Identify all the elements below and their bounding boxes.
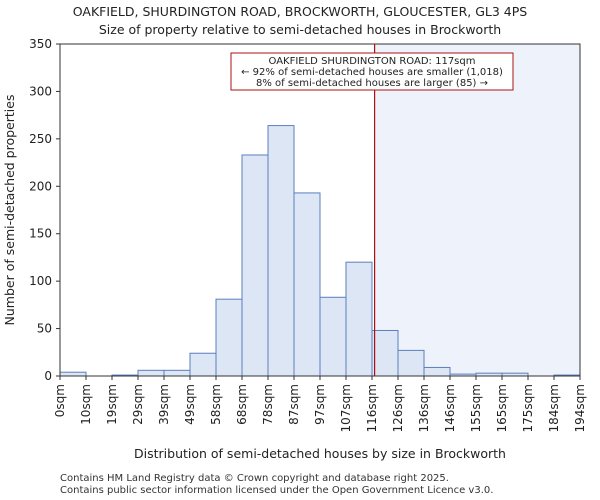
x-tick-label-97sqm: 97sqm	[313, 384, 327, 425]
bar-49sqm	[189, 352, 217, 377]
bar-107sqm	[345, 261, 373, 377]
y-tick-label-200: 200	[29, 179, 52, 193]
x-tick-label-68sqm: 68sqm	[235, 384, 249, 425]
bar-29sqm	[137, 369, 165, 377]
x-tick-label-10sqm: 10sqm	[79, 384, 93, 425]
y-tick-label-300: 300	[29, 84, 52, 98]
chart-subtitle: Size of property relative to semi-detach…	[98, 22, 502, 37]
bar-39sqm	[163, 369, 191, 377]
bar-0sqm	[59, 371, 87, 377]
bar-116sqm	[371, 329, 399, 377]
x-axis-label: Distribution of semi-detached houses by …	[134, 446, 506, 461]
x-tick-label-165sqm: 165sqm	[495, 384, 509, 432]
bar-97sqm	[319, 296, 347, 377]
y-tick-label-250: 250	[29, 132, 52, 146]
x-tick-label-29sqm: 29sqm	[131, 384, 145, 425]
annotation-line-3: 8% of semi-detached houses are larger (8…	[256, 78, 488, 89]
x-tick-label-136sqm: 136sqm	[417, 384, 431, 432]
annotation-line-2: ← 92% of semi-detached houses are smalle…	[241, 67, 503, 78]
x-tick-label-39sqm: 39sqm	[157, 384, 171, 425]
x-tick-label-194sqm: 194sqm	[573, 384, 587, 432]
histogram-chart: 0 50 100 150 200 250 300 350 0sqm 10sqm 19sqm 29sqm…	[2, 37, 587, 461]
x-tick-label-146sqm: 146sqm	[443, 384, 457, 432]
footer-licence: Contains public sector information licen…	[60, 485, 494, 496]
x-tick-label-49sqm: 49sqm	[183, 384, 197, 425]
x-tick-label-58sqm: 58sqm	[209, 384, 223, 425]
y-tick-label-350: 350	[29, 37, 52, 51]
chart-title: OAKFIELD, SHURDINGTON ROAD, BROCKWORTH, …	[72, 4, 528, 19]
y-tick-label-150: 150	[29, 227, 52, 241]
x-tick-label-19sqm: 19sqm	[105, 384, 119, 425]
bar-87sqm	[293, 192, 321, 377]
bar-78sqm	[267, 125, 295, 377]
y-tick-label-50: 50	[37, 322, 52, 336]
bar-58sqm	[215, 298, 243, 377]
annotation-line-1: OAKFIELD SHURDINGTON ROAD: 117sqm	[269, 56, 476, 67]
y-tick-label-0: 0	[44, 369, 52, 383]
bar-136sqm	[423, 366, 451, 377]
x-tick-label-78sqm: 78sqm	[261, 384, 275, 425]
y-tick-label-100: 100	[29, 274, 52, 288]
x-tick-label-175sqm: 175sqm	[521, 384, 535, 432]
x-tick-label-87sqm: 87sqm	[287, 384, 301, 425]
x-tick-label-126sqm: 126sqm	[391, 384, 405, 432]
x-tick-label-0sqm: 0sqm	[53, 384, 67, 417]
annotation-box	[230, 52, 514, 91]
bar-126sqm	[397, 349, 425, 377]
highlight-region	[374, 44, 580, 376]
x-tick-label-116sqm: 116sqm	[365, 384, 379, 432]
x-tick-label-107sqm: 107sqm	[339, 384, 353, 432]
bar-68sqm	[241, 154, 269, 377]
x-tick-label-155sqm: 155sqm	[469, 384, 483, 432]
y-axis-label: Number of semi-detached properties	[2, 95, 17, 326]
footer-copyright: Contains HM Land Registry data © Crown c…	[60, 473, 449, 484]
x-tick-label-184sqm: 184sqm	[547, 384, 561, 432]
